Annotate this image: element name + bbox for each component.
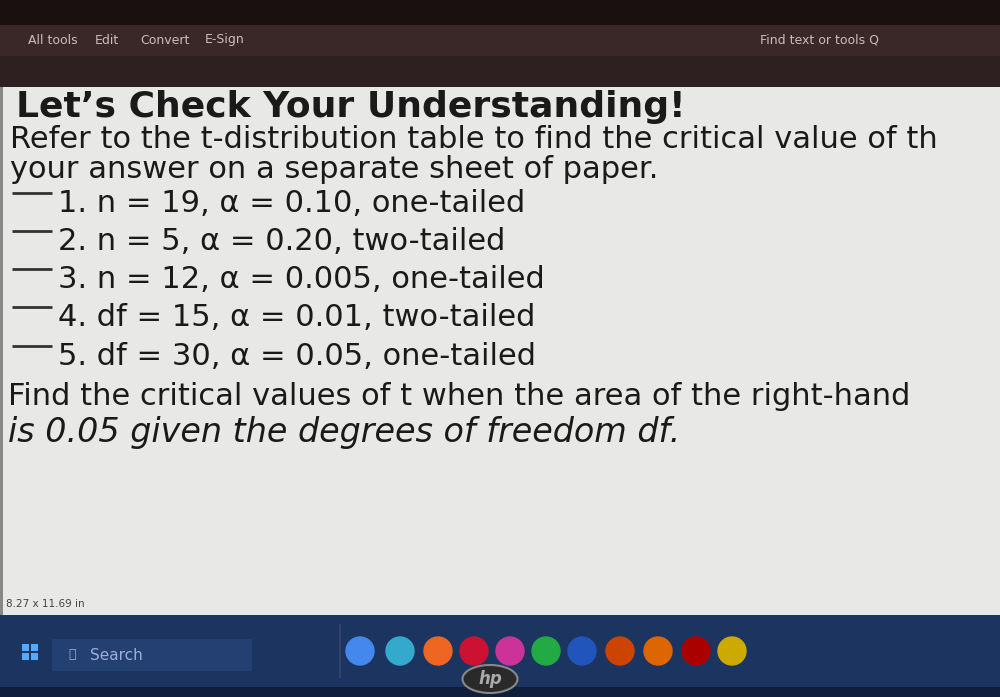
Bar <box>22 644 29 651</box>
Text: 3. n = 12, α = 0.005, one-tailed: 3. n = 12, α = 0.005, one-tailed <box>58 265 545 294</box>
Text: Find the critical values of t when the area of the right-hand: Find the critical values of t when the a… <box>8 382 910 411</box>
Text: Edit: Edit <box>95 33 119 47</box>
Text: 8.27 x 11.69 in: 8.27 x 11.69 in <box>6 599 85 609</box>
Bar <box>31 653 38 660</box>
Bar <box>0 25 1000 56</box>
Circle shape <box>346 637 374 665</box>
Bar <box>22 653 29 660</box>
Bar <box>0 56 1000 87</box>
Circle shape <box>532 637 560 665</box>
Text: 1. n = 19, α = 0.10, one-tailed: 1. n = 19, α = 0.10, one-tailed <box>58 189 525 218</box>
Circle shape <box>718 637 746 665</box>
Bar <box>0 687 1000 697</box>
Bar <box>0 87 1000 615</box>
Circle shape <box>682 637 710 665</box>
Circle shape <box>424 637 452 665</box>
Text: Find text or tools Q: Find text or tools Q <box>760 33 879 47</box>
Text: Refer to the t-distribution table to find the critical value of th: Refer to the t-distribution table to fin… <box>10 125 938 154</box>
Circle shape <box>644 637 672 665</box>
Text: your answer on a separate sheet of paper.: your answer on a separate sheet of paper… <box>10 155 658 184</box>
Circle shape <box>496 637 524 665</box>
Text: Search: Search <box>90 648 143 663</box>
Text: 5. df = 30, α = 0.05, one-tailed: 5. df = 30, α = 0.05, one-tailed <box>58 342 536 371</box>
Circle shape <box>460 637 488 665</box>
Circle shape <box>386 637 414 665</box>
Text: Convert: Convert <box>140 33 189 47</box>
Text: is 0.05 given the degrees of freedom df.: is 0.05 given the degrees of freedom df. <box>8 416 680 449</box>
Text: hp: hp <box>478 670 502 688</box>
Bar <box>0 87 3 615</box>
Ellipse shape <box>462 665 518 693</box>
Text: 4. df = 15, α = 0.01, two-tailed: 4. df = 15, α = 0.01, two-tailed <box>58 303 535 332</box>
Bar <box>0 615 1000 697</box>
Text: E-Sign: E-Sign <box>205 33 245 47</box>
Text: 2. n = 5, α = 0.20, two-tailed: 2. n = 5, α = 0.20, two-tailed <box>58 227 505 256</box>
Circle shape <box>606 637 634 665</box>
Circle shape <box>568 637 596 665</box>
Text: 🔍: 🔍 <box>68 648 76 661</box>
Bar <box>31 644 38 651</box>
Text: Let’s Check Your Understanding!: Let’s Check Your Understanding! <box>16 90 686 124</box>
Text: All tools: All tools <box>28 33 78 47</box>
Bar <box>0 0 1000 25</box>
Bar <box>52 639 252 671</box>
